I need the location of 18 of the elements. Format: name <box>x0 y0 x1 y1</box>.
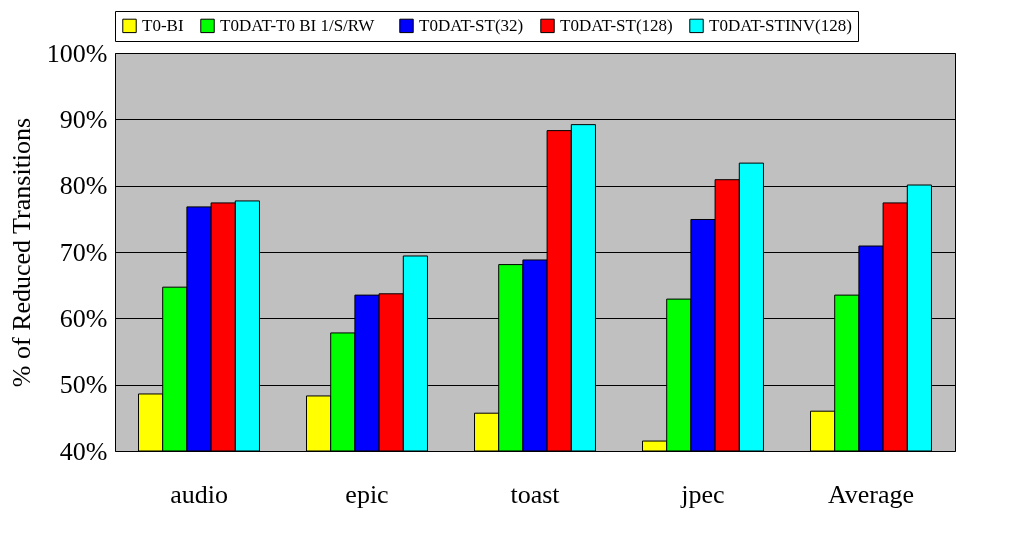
y-tick-label: 40% <box>59 436 108 466</box>
y-tick-label: 90% <box>59 104 108 134</box>
legend-label: T0DAT-ST(32) <box>419 15 524 35</box>
legend-label: T0-BI <box>142 15 184 35</box>
y-tick-label: 50% <box>59 370 108 400</box>
y-tick-label: 70% <box>59 237 108 267</box>
y-tick-label: 80% <box>59 171 108 201</box>
x-tick-label: epic <box>345 479 389 509</box>
x-tick-label: jpec <box>680 479 725 509</box>
legend-label: T0DAT-STINV(128) <box>709 15 852 35</box>
y-tick-label: 60% <box>59 303 108 333</box>
x-tick-label: Average <box>827 479 915 509</box>
y-axis-title: % of Reduced Transitions <box>6 117 36 388</box>
y-tick-label: 100% <box>46 38 108 68</box>
legend-label: T0DAT-ST(128) <box>560 15 673 35</box>
x-tick-label: audio <box>170 479 228 509</box>
x-tick-label: toast <box>510 479 561 509</box>
legend-label: T0DAT-T0 BI 1/S/RW <box>220 15 376 35</box>
